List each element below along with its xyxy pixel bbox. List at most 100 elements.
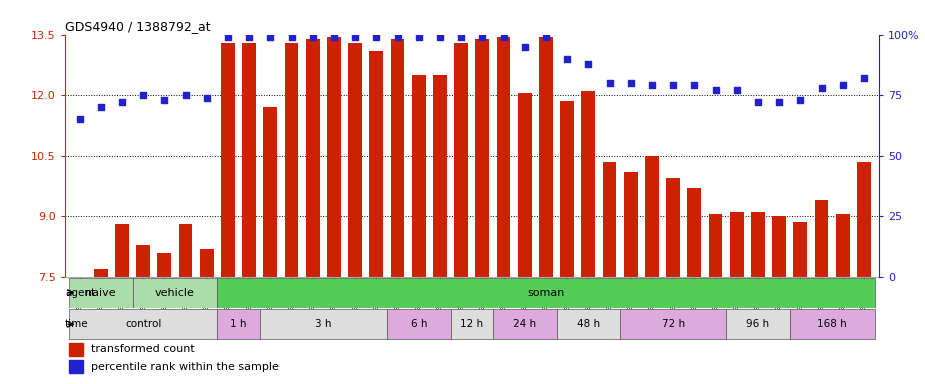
Text: 96 h: 96 h [746,319,770,329]
Bar [132,278,217,308]
Bar [726,309,790,339]
Bar [709,214,722,277]
Bar [69,309,217,339]
Bar [450,309,493,339]
Bar [390,39,404,277]
Point [305,34,320,40]
Point [200,94,215,101]
Bar [620,309,726,339]
Point [157,97,172,103]
Point [412,34,426,40]
Text: 24 h: 24 h [513,319,536,329]
Bar [387,309,450,339]
Bar [306,39,320,277]
Text: control: control [125,319,161,329]
Bar [454,43,468,277]
Bar [623,172,637,277]
Bar [200,249,214,277]
Text: percentile rank within the sample: percentile rank within the sample [91,361,278,371]
Bar [68,343,83,356]
Bar [772,216,786,277]
Point [857,75,871,81]
Bar [561,101,574,277]
Text: time: time [65,319,89,329]
Bar [836,214,849,277]
Text: GDS4940 / 1388792_at: GDS4940 / 1388792_at [65,20,210,33]
Point [623,80,638,86]
Bar [645,156,659,277]
Point [750,99,765,106]
Bar [264,107,278,277]
Bar [217,309,260,339]
Point [538,34,553,40]
Point [729,87,744,93]
Text: soman: soman [527,288,564,298]
Bar [433,75,447,277]
Bar [217,278,874,308]
Point [72,116,87,122]
Point [602,80,617,86]
Bar [497,36,511,277]
Bar [69,278,132,308]
Bar [518,93,532,277]
Text: agent: agent [65,288,95,298]
Point [581,61,596,67]
Point [433,34,448,40]
Bar [136,245,150,277]
Point [454,34,469,40]
Bar [94,269,107,277]
Point [369,34,384,40]
Bar [475,39,489,277]
Point [709,87,723,93]
Text: 72 h: 72 h [661,319,684,329]
Bar [369,51,383,277]
Point [793,97,808,103]
Bar [349,43,362,277]
Point [814,85,829,91]
Bar [857,162,870,277]
Point [496,34,511,40]
Bar [221,43,235,277]
Point [93,104,108,110]
Text: 48 h: 48 h [577,319,600,329]
Point [179,92,193,98]
Point [348,34,363,40]
Text: 6 h: 6 h [411,319,427,329]
Point [645,83,660,89]
Point [666,83,681,89]
Point [687,83,702,89]
Bar [582,91,595,277]
Point [284,34,299,40]
Bar [603,162,616,277]
Text: vehicle: vehicle [155,288,195,298]
Text: 168 h: 168 h [818,319,847,329]
Bar [68,359,83,373]
Bar [285,43,299,277]
Point [263,34,278,40]
Bar [687,188,701,277]
Bar [557,309,620,339]
Bar [412,75,426,277]
Bar [115,224,129,277]
Bar [666,178,680,277]
Point [390,34,405,40]
Bar [493,309,557,339]
Point [835,83,850,89]
Bar [260,309,387,339]
Point [241,34,256,40]
Bar [815,200,829,277]
Bar [751,212,765,277]
Bar [179,224,192,277]
Point [517,44,532,50]
Point [560,56,574,62]
Text: naive: naive [85,288,117,298]
Point [771,99,786,106]
Bar [327,36,340,277]
Bar [730,212,744,277]
Bar [790,309,874,339]
Text: 1 h: 1 h [230,319,247,329]
Point [475,34,489,40]
Bar [539,36,553,277]
Point [220,34,235,40]
Bar [242,43,256,277]
